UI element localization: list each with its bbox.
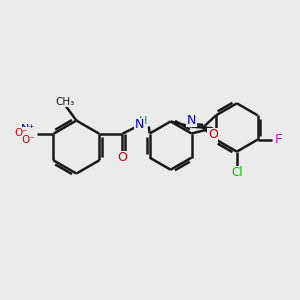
Text: N: N: [135, 118, 144, 131]
Text: N⁺: N⁺: [21, 124, 35, 134]
Text: Cl: Cl: [231, 166, 243, 179]
Text: O⁻: O⁻: [22, 135, 35, 145]
Text: N: N: [187, 114, 196, 127]
Text: H: H: [139, 116, 148, 126]
Text: O⁻: O⁻: [15, 128, 28, 138]
Text: F: F: [275, 133, 282, 146]
Text: CH₃: CH₃: [56, 97, 75, 107]
Text: O: O: [117, 152, 127, 164]
Text: O: O: [208, 128, 218, 141]
